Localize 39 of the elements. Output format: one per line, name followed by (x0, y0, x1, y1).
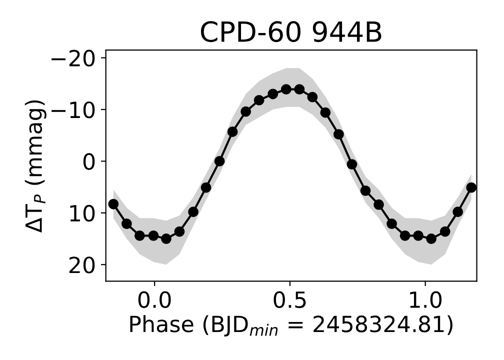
point (148, 230, 159, 241)
x-axis-title: Phase (BJD$_{min}$ = 2458324.81) (130, 315, 452, 336)
point (268, 88, 278, 100)
y-tick-label: 10 (70, 204, 95, 222)
y-axis-title: ΔT$_{P}$ (mmag) (24, 100, 46, 233)
x-tick-label: 1.0 (410, 291, 442, 308)
x-tick-label: 0.5 (274, 291, 306, 308)
point (161, 234, 172, 244)
chart-title: CPD-60 944B (200, 21, 382, 42)
point (188, 206, 199, 218)
point (320, 107, 331, 118)
y-tick-label: 0 (83, 153, 95, 170)
point (333, 129, 344, 140)
point (200, 182, 212, 193)
point (280, 84, 292, 95)
y-tick-label: 20 (69, 256, 95, 274)
point (294, 84, 305, 95)
point (240, 106, 252, 117)
point (346, 159, 358, 170)
point (174, 226, 185, 237)
point (134, 230, 145, 241)
point (386, 218, 397, 229)
point (466, 182, 477, 193)
point (214, 156, 225, 166)
point (374, 199, 384, 210)
point (121, 218, 132, 229)
point (360, 185, 371, 196)
point (440, 226, 450, 237)
point (452, 206, 464, 218)
y-tick-label: −10 (52, 101, 95, 118)
point (108, 198, 119, 210)
y-tick-label: −20 (52, 50, 95, 67)
x-tick-label: 0.0 (138, 291, 171, 308)
point (307, 92, 318, 102)
point (413, 230, 424, 241)
point (227, 126, 238, 137)
point (426, 234, 437, 244)
point (254, 94, 264, 106)
point (400, 230, 410, 241)
